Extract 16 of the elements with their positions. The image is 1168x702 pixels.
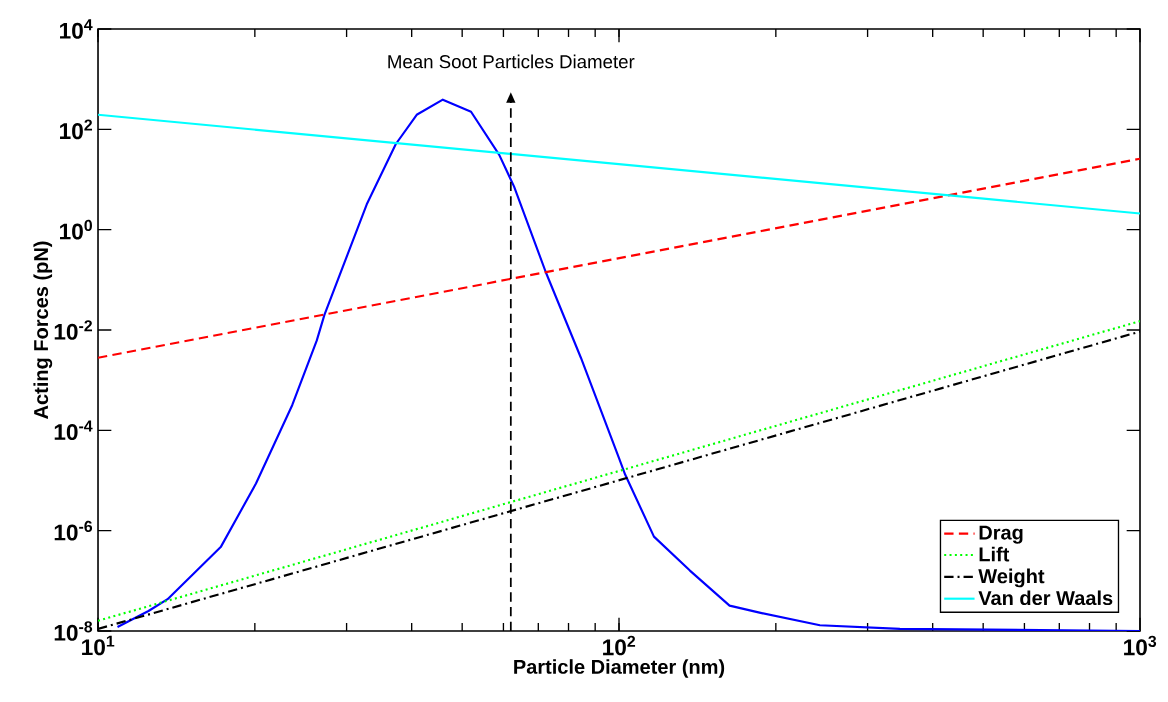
legend-label: Drag xyxy=(979,525,1023,544)
x-axis-title: Particle Diameter (nm) xyxy=(514,659,725,678)
y-tick-label: 10$^{0}$ xyxy=(60,219,92,240)
legend-label: Lift xyxy=(979,546,1010,562)
y-tick-label: 10$^{-2}$ xyxy=(54,320,93,340)
ref-line-label: Mean Soot Particles Diameter xyxy=(388,54,635,69)
y-tick-label: 10$^{2}$ xyxy=(60,119,93,140)
x-tick-label: 10$^{2}$ xyxy=(603,635,636,656)
y-axis-title: Acting Forces (pN) xyxy=(33,241,53,419)
y-tick-label: 10$^{4}$ xyxy=(60,19,93,39)
x-tick-label: 10$^{3}$ xyxy=(1124,635,1157,656)
y-tick-label: 10$^{-4}$ xyxy=(54,420,93,441)
x-tick-label: 10$^{1}$ xyxy=(82,635,115,656)
y-tick-label: 10$^{-6}$ xyxy=(54,520,93,541)
legend-label: Van der Waals xyxy=(978,590,1113,606)
legend-label: Weight xyxy=(978,568,1045,588)
